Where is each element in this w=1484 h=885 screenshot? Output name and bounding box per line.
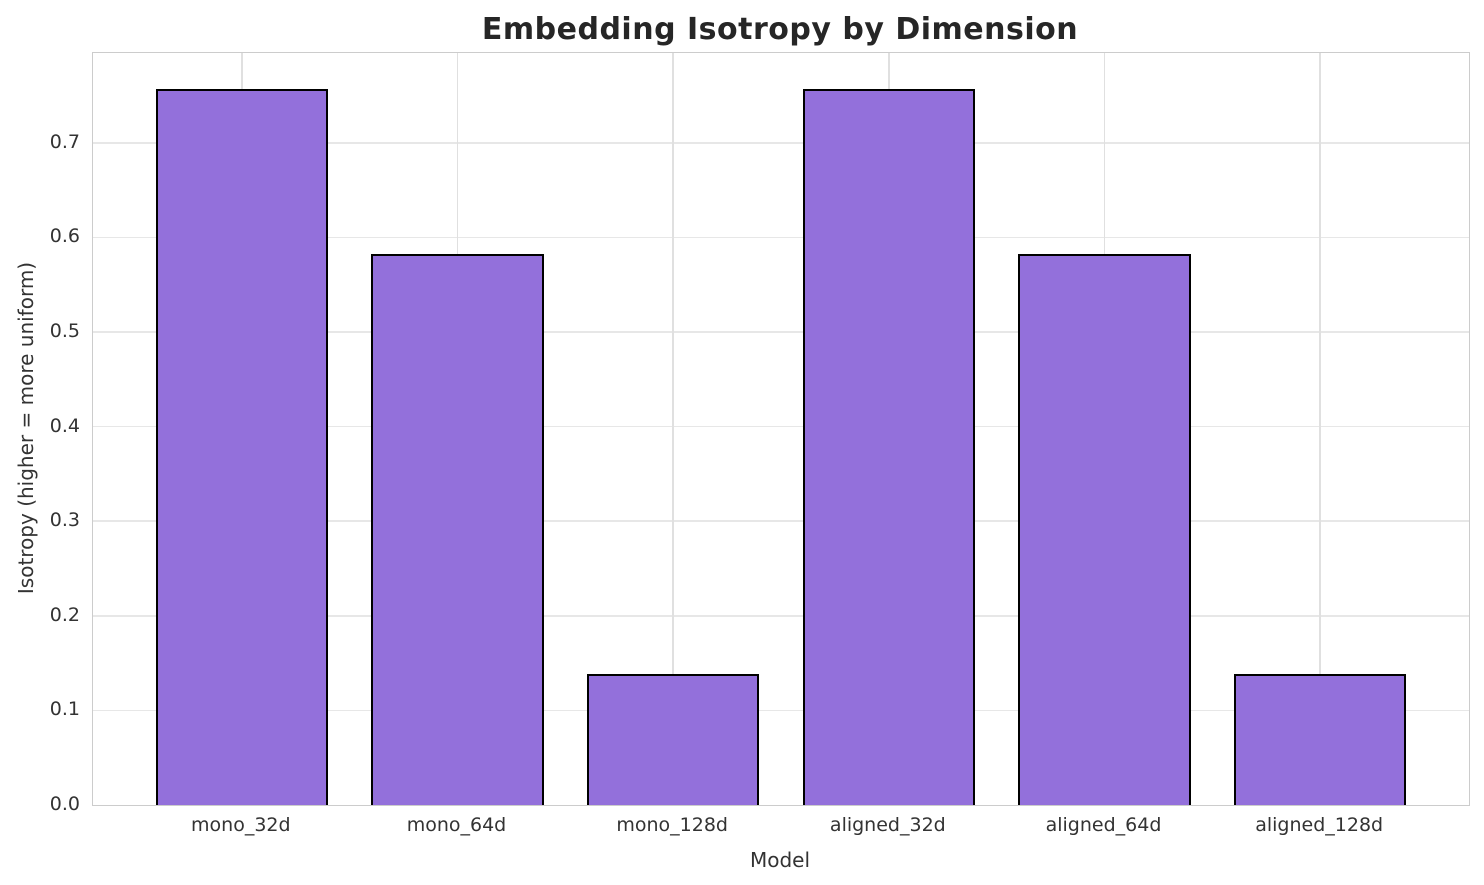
y-tick-label: 0.6 bbox=[49, 225, 80, 248]
x-tick-label: aligned_64d bbox=[1045, 814, 1162, 836]
chart-title: Embedding Isotropy by Dimension bbox=[481, 12, 1079, 47]
gridline-vertical bbox=[1319, 53, 1321, 805]
y-tick-label: 0.3 bbox=[49, 509, 80, 532]
bar-mono_128d bbox=[586, 674, 760, 805]
bar-mono_64d bbox=[371, 253, 544, 805]
y-tick-label: 0.0 bbox=[49, 793, 80, 815]
gridline-horizontal bbox=[93, 615, 1469, 617]
y-tick-label: 0.5 bbox=[49, 320, 80, 343]
x-axis-label: Model bbox=[749, 848, 811, 872]
y-tick-label: 0.2 bbox=[49, 603, 80, 626]
bar-aligned_32d bbox=[802, 88, 976, 805]
bar-aligned_128d bbox=[1233, 674, 1407, 805]
bar-aligned_64d bbox=[1018, 253, 1191, 805]
y-axis-label: Isotropy (higher = more uniform) bbox=[14, 261, 38, 595]
x-tick-label: mono_64d bbox=[406, 814, 507, 836]
x-tick-label: aligned_128d bbox=[1255, 814, 1384, 836]
gridline-horizontal bbox=[93, 425, 1469, 428]
x-tick-label: mono_32d bbox=[191, 814, 291, 836]
x-tick-label: mono_128d bbox=[616, 814, 728, 836]
gridline-vertical bbox=[672, 53, 674, 805]
bar-mono_32d bbox=[155, 88, 329, 805]
x-tick-label: aligned_32d bbox=[829, 814, 946, 836]
plot-area bbox=[92, 52, 1470, 806]
gridline-horizontal bbox=[93, 142, 1469, 144]
gridline-horizontal bbox=[93, 709, 1469, 712]
y-tick-label: 0.4 bbox=[49, 414, 80, 437]
y-tick-label: 0.7 bbox=[49, 130, 80, 153]
y-tick-label: 0.1 bbox=[49, 698, 80, 721]
gridline-horizontal bbox=[93, 331, 1469, 333]
gridline-horizontal bbox=[93, 520, 1469, 522]
gridline-horizontal bbox=[93, 236, 1469, 239]
